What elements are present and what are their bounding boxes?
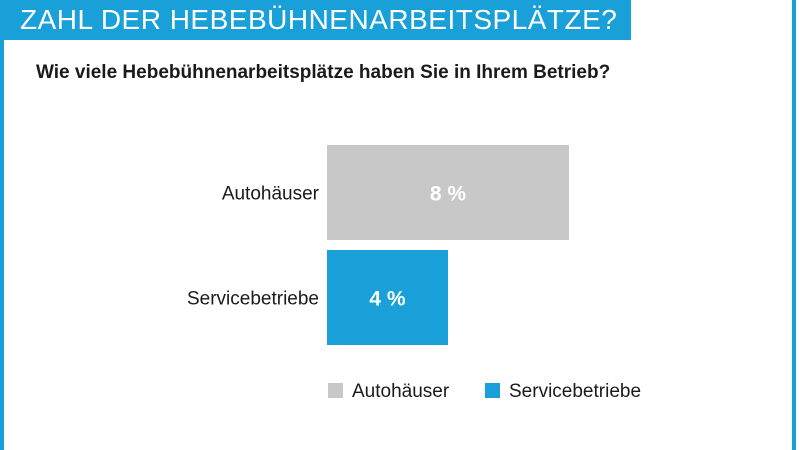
chart-title: ZAHL DER HEBEBÜHNENARBEITSPLÄTZE? bbox=[20, 4, 618, 35]
chart-subtitle: Wie viele Hebebühnenarbeitsplätze haben … bbox=[36, 62, 611, 83]
bar-1 bbox=[327, 145, 569, 240]
legend-swatch-1 bbox=[328, 383, 343, 398]
title-banner: ZAHL DER HEBEBÜHNENARBEITSPLÄTZE? bbox=[0, 0, 632, 40]
legend-label-2: Servicebetriebe bbox=[509, 381, 641, 402]
category-label-2: Servicebetriebe bbox=[187, 289, 319, 310]
bar-2 bbox=[327, 250, 448, 345]
value-label-2: 4 % bbox=[369, 288, 406, 311]
legend-label-1: Autohäuser bbox=[352, 381, 450, 402]
legend-swatch-2 bbox=[485, 383, 500, 398]
category-label-1: Autohäuser bbox=[222, 184, 320, 205]
value-label-1: 8 % bbox=[430, 183, 467, 206]
